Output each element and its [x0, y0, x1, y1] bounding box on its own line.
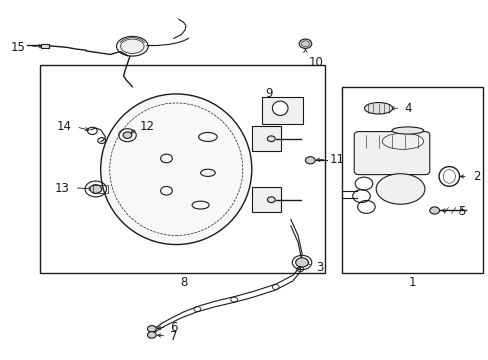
Circle shape: [295, 258, 308, 267]
Polygon shape: [251, 126, 281, 151]
Text: 4: 4: [404, 102, 411, 115]
Ellipse shape: [101, 94, 251, 244]
Circle shape: [267, 197, 275, 203]
Text: 2: 2: [472, 170, 479, 183]
Text: 14: 14: [56, 121, 71, 134]
Ellipse shape: [391, 127, 423, 134]
Text: 11: 11: [329, 153, 344, 166]
Text: 13: 13: [55, 182, 70, 195]
Text: 8: 8: [180, 276, 187, 289]
Text: 15: 15: [10, 41, 25, 54]
Ellipse shape: [272, 101, 287, 116]
Circle shape: [429, 207, 439, 214]
Bar: [93, 185, 108, 193]
Text: 5: 5: [457, 205, 465, 218]
FancyBboxPatch shape: [353, 132, 429, 175]
Circle shape: [267, 136, 275, 141]
Text: 1: 1: [408, 276, 416, 289]
Bar: [341, 87, 483, 273]
Text: 10: 10: [308, 55, 323, 68]
Text: 12: 12: [140, 121, 155, 134]
Ellipse shape: [364, 103, 392, 114]
Text: 3: 3: [316, 261, 323, 274]
Ellipse shape: [375, 174, 424, 204]
Polygon shape: [251, 187, 281, 212]
Text: 9: 9: [264, 87, 272, 100]
Circle shape: [147, 325, 156, 332]
Circle shape: [90, 185, 102, 193]
Text: 6: 6: [169, 321, 177, 334]
Circle shape: [299, 39, 311, 48]
Bar: [40, 65, 325, 273]
Bar: [41, 44, 49, 48]
Text: 7: 7: [169, 330, 177, 343]
Circle shape: [305, 157, 315, 164]
Circle shape: [123, 132, 132, 138]
Ellipse shape: [116, 36, 148, 56]
Circle shape: [147, 332, 156, 338]
Bar: [261, 96, 303, 123]
